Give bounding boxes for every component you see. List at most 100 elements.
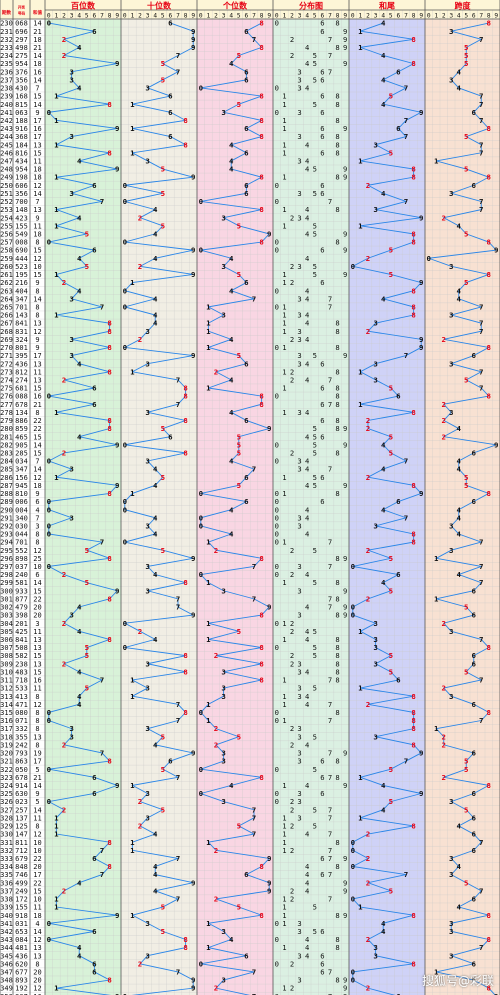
header-digit: 1 <box>207 12 211 19</box>
header-digit: 0 <box>199 12 203 19</box>
span-trend-digit: 6 <box>472 895 477 904</box>
ones-trend-digit: 9 <box>267 886 271 895</box>
sum_tail-trend-digit: 6 <box>396 676 401 685</box>
period-label: 308 <box>0 652 13 660</box>
ones-trend-digit: 0 <box>199 765 203 774</box>
hundreds-trend-digit: 0 <box>47 457 51 466</box>
tens-trend-digit: 8 <box>183 392 187 401</box>
distribution-digit: 2 <box>290 375 294 384</box>
distribution-digit: 8 <box>335 19 339 28</box>
sum-value: 16 <box>33 393 41 401</box>
sum-value: 9 <box>35 790 39 798</box>
span-trend-digit: 4 <box>457 465 462 474</box>
distribution-digit: 4 <box>305 951 309 960</box>
sum_tail-trend-digit: 7 <box>404 116 408 125</box>
tens-trend-digit: 9 <box>191 43 195 52</box>
ones-trend-digit: 1 <box>206 635 211 644</box>
distribution-digit: 9 <box>343 424 347 433</box>
distribution-digit: 9 <box>343 230 347 239</box>
ones-trend-digit: 5 <box>237 351 241 360</box>
sum_tail-trend-digit: 8 <box>411 311 415 320</box>
distribution-digit: 6 <box>320 432 324 441</box>
period-label: 245 <box>0 141 13 149</box>
span-trend-digit: 5 <box>464 805 468 814</box>
ones-trend-digit: 8 <box>259 676 263 685</box>
span-trend-digit: 8 <box>487 489 491 498</box>
distribution-digit: 1 <box>282 676 286 685</box>
hundreds-trend-digit: 5 <box>85 651 89 660</box>
tens-trend-digit: 5 <box>161 805 165 814</box>
sum-value: 9 <box>35 109 39 117</box>
ones-trend-digit: 1 <box>206 303 211 312</box>
span-trend-digit: 5 <box>464 51 468 60</box>
ones-trend-digit: 6 <box>244 951 249 960</box>
sum-value: 16 <box>33 68 41 76</box>
header-digit: 7 <box>100 12 104 19</box>
sum-value: 10 <box>33 839 41 847</box>
prize-number: 356 <box>15 76 28 84</box>
hundreds-trend-digit: 4 <box>77 667 82 676</box>
prize-number: 023 <box>15 798 28 806</box>
hundreds-trend-digit: 5 <box>85 262 89 271</box>
hundreds-trend-digit: 1 <box>54 205 59 214</box>
header-period: 期数 <box>2 9 12 16</box>
sum-value: 14 <box>33 782 41 790</box>
ones-trend-digit: 3 <box>221 976 225 985</box>
ones-trend-digit: 8 <box>259 643 263 652</box>
period-label: 303 <box>0 612 13 620</box>
prize-number: 172 <box>15 896 28 904</box>
prize-number: 893 <box>15 977 28 985</box>
hundreds-trend-digit: 8 <box>107 554 111 563</box>
hundreds-trend-digit: 3 <box>69 465 73 474</box>
period-label: 289 <box>0 498 13 506</box>
sum-value: 14 <box>33 101 41 109</box>
sum_tail-trend-digit: 0 <box>351 603 355 612</box>
prize-number: 192 <box>15 985 28 993</box>
span-trend-digit: 6 <box>472 181 477 190</box>
sum-value: 9 <box>35 336 39 344</box>
distribution-digit: 1 <box>282 538 286 547</box>
distribution-digit: 6 <box>320 773 324 782</box>
hundreds-trend-digit: 4 <box>77 432 82 441</box>
period-label: 294 <box>0 539 13 547</box>
period-label: 349 <box>0 985 13 993</box>
distribution-digit: 0 <box>275 84 279 93</box>
sum_tail-trend-digit: 4 <box>381 927 386 936</box>
ones-trend-digit: 7 <box>252 992 256 995</box>
tens-trend-digit: 9 <box>191 27 195 36</box>
period-label: 314 <box>0 701 13 709</box>
ones-trend-digit: 4 <box>229 286 234 295</box>
period-label: 331 <box>0 839 13 847</box>
span-trend-digit: 6 <box>472 789 477 798</box>
ones-trend-digit: 7 <box>252 562 256 571</box>
sum-value: 20 <box>33 604 41 612</box>
period-label: 288 <box>0 490 13 498</box>
period-label: 344 <box>0 944 13 952</box>
distribution-digit: 6 <box>320 951 324 960</box>
distribution-digit: 6 <box>320 148 324 157</box>
period-label: 251 <box>0 190 13 198</box>
prize-number: 376 <box>15 68 28 76</box>
sum-value: 18 <box>33 912 41 920</box>
sum_tail-trend-digit: 8 <box>411 740 415 749</box>
header-digit: 9 <box>494 12 498 19</box>
prize-number: 465 <box>15 433 28 441</box>
distribution-digit: 9 <box>343 351 347 360</box>
tens-trend-digit: 1 <box>130 278 135 287</box>
prize-number: 134 <box>15 409 28 417</box>
tens-trend-digit: 3 <box>145 659 149 668</box>
ones-trend-digit: 3 <box>221 684 225 693</box>
prize-number: 581 <box>15 579 28 587</box>
sum_tail-trend-digit: 1 <box>358 221 363 230</box>
span-trend-digit: 7 <box>479 319 483 328</box>
span-trend-digit: 1 <box>434 554 439 563</box>
sum-value: 6 <box>35 571 39 579</box>
prize-number: 700 <box>15 198 28 206</box>
distribution-digit: 1 <box>282 830 286 839</box>
hundreds-trend-digit: 3 <box>69 294 73 303</box>
period-label: 272 <box>0 360 13 368</box>
hundreds-trend-digit: 1 <box>54 830 59 839</box>
sum-value: 15 <box>33 247 41 255</box>
distribution-digit: 5 <box>313 100 317 109</box>
header-digit: 6 <box>397 12 401 19</box>
